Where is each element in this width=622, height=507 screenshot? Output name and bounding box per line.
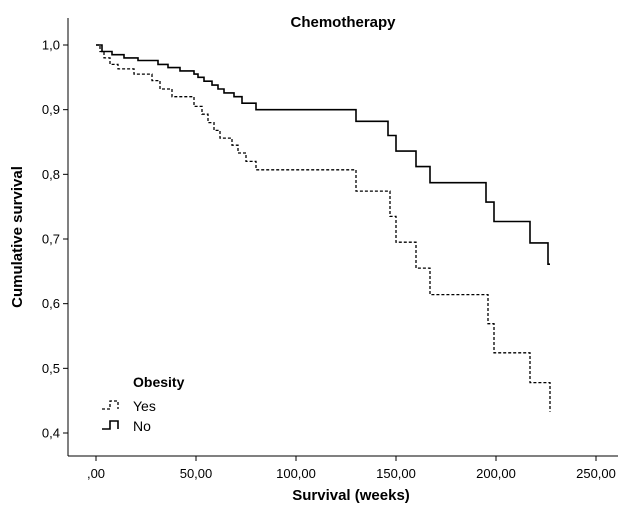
legend-items: Yes No [102,398,156,434]
legend-label-yes: Yes [133,398,156,414]
x-tick-label: 150,00 [376,466,416,481]
plot-frame [67,18,618,457]
x-tick-label: 200,00 [476,466,516,481]
legend-label-no: No [133,418,151,434]
series-layer [96,44,551,412]
y-axis-label: Cumulative survival [9,166,26,308]
x-tick-label: ,00 [87,466,105,481]
y-tick-label: 0,9 [42,102,60,117]
legend-swatch-yes [102,400,119,410]
legend-title: Obesity [133,374,185,390]
series-line-yes [96,44,551,412]
y-tick-label: 1,0 [42,38,60,53]
x-tick-label: 50,00 [180,466,213,481]
x-axis-ticks: ,00 50,00 100,00 150,00 200,00 250,00 [87,456,616,481]
y-tick-label: 0,4 [42,426,60,441]
series-line-no [96,44,550,265]
y-tick-label: 0,6 [42,296,60,311]
y-axis-ticks: 0,4 0,5 0,6 0,7 0,8 0,9 1,0 [42,38,68,441]
x-tick-label: 250,00 [576,466,616,481]
y-tick-label: 0,5 [42,361,60,376]
legend-swatch-no [102,420,119,430]
legend: Obesity Yes No [102,374,185,434]
x-axis-label: Survival (weeks) [292,487,410,504]
y-tick-label: 0,8 [42,167,60,182]
y-tick-label: 0,7 [42,232,60,247]
x-tick-label: 100,00 [276,466,316,481]
chart-title: Chemotherapy [290,14,396,31]
